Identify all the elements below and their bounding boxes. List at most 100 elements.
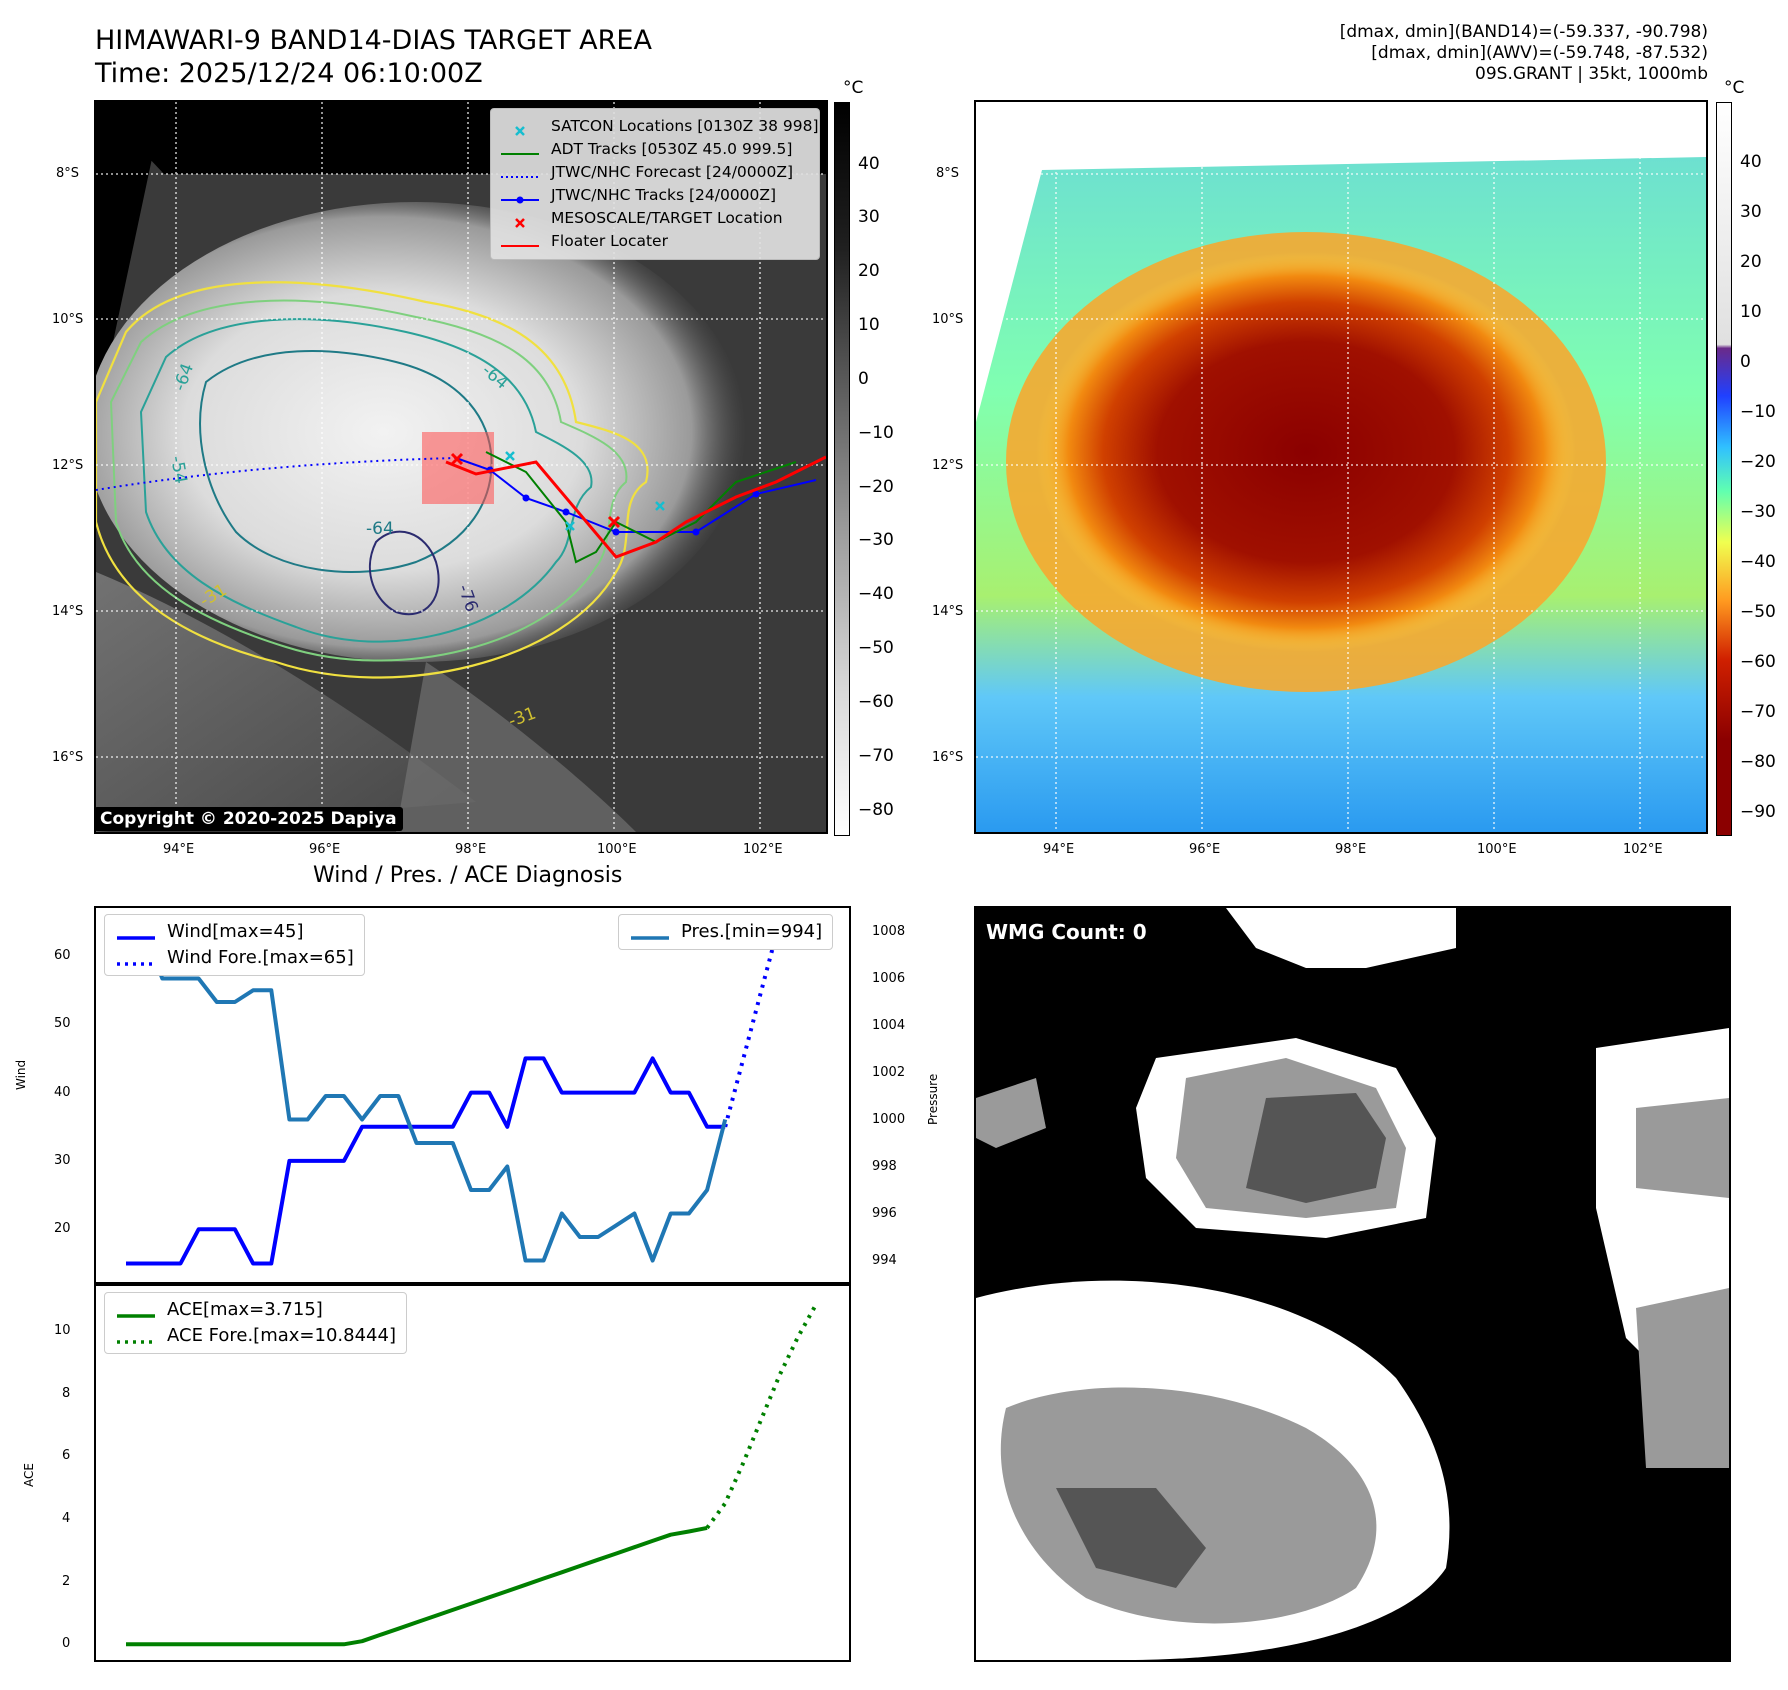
legend-entry: ACE[max=3.715] bbox=[115, 1297, 396, 1323]
wmg-dark-region bbox=[1056, 1488, 1206, 1588]
contour-minus-41 bbox=[109, 299, 628, 662]
colorbar-tick-label: 30 bbox=[858, 207, 880, 228]
wind-pressure-chart bbox=[94, 906, 851, 1286]
legend-entry: Floater Locater bbox=[499, 230, 811, 253]
x-marker-icon bbox=[499, 213, 541, 228]
y-right-tick-label: 1006 bbox=[872, 970, 906, 986]
series-line-pres- bbox=[126, 929, 728, 1263]
legend-entry: JTWC/NHC Forecast [24/0000Z] bbox=[499, 161, 811, 184]
legend-entry: Wind[max=45] bbox=[115, 919, 354, 945]
title-line-1: HIMAWARI-9 BAND14-DIAS TARGET AREA bbox=[95, 25, 652, 56]
lat-label: 8°S bbox=[936, 166, 960, 181]
line-icon bbox=[499, 236, 541, 248]
y-tick-label: 4 bbox=[62, 1511, 71, 1526]
legend-entry: ADT Tracks [0530Z 45.0 999.5] bbox=[499, 138, 811, 161]
series-line-ace bbox=[126, 1525, 708, 1647]
colorbar-tick-label: −60 bbox=[1740, 652, 1776, 672]
lon-label: 102°E bbox=[1623, 842, 1663, 857]
colorbar-tick-label: −50 bbox=[1740, 602, 1776, 622]
y-tick-label: 20 bbox=[54, 1221, 71, 1237]
colorbar-tick-label: −40 bbox=[858, 584, 894, 605]
colorbar-tick-label: −30 bbox=[1740, 502, 1776, 522]
colorbar-tick-label: −50 bbox=[858, 638, 894, 659]
jtwc-forecast-track bbox=[96, 457, 457, 491]
lon-label: 96°E bbox=[1189, 842, 1221, 857]
colorbar-tick-label: 10 bbox=[1740, 302, 1762, 322]
line-icon bbox=[115, 926, 157, 940]
mesoscale-target-marker bbox=[607, 515, 621, 529]
gridlines bbox=[976, 102, 1706, 832]
lat-label: 10°S bbox=[932, 312, 964, 327]
dotted-line-icon bbox=[115, 1330, 157, 1344]
series-line-wind-fore- bbox=[723, 919, 816, 1128]
lat-label: 16°S bbox=[52, 750, 84, 765]
y-right-tick-label: 994 bbox=[872, 1252, 897, 1268]
colorbar-tick-label: 20 bbox=[1740, 252, 1762, 272]
wmg-count-badge: WMG Count: 0 bbox=[978, 918, 1155, 946]
legend-entry: SATCON Locations [0130Z 38 998] bbox=[499, 115, 819, 138]
y-tick-label: 40 bbox=[54, 1084, 71, 1100]
figure-title: HIMAWARI-9 BAND14-DIAS TARGET AREA Time:… bbox=[95, 24, 652, 90]
y-tick-label: 0 bbox=[62, 1636, 71, 1652]
y-right-tick-label: 998 bbox=[872, 1158, 897, 1174]
lon-label: 98°E bbox=[1335, 842, 1367, 857]
y-tick-label: 60 bbox=[54, 947, 71, 963]
cyclone-cloud-mass bbox=[96, 202, 746, 662]
lon-label: 100°E bbox=[1477, 842, 1517, 857]
info-line-3: 09S.GRANT | 35kt, 1000mb bbox=[1475, 64, 1708, 84]
copyright-badge: Copyright © 2020-2025 Dapiya bbox=[94, 807, 403, 831]
colorbar-tick-label: −10 bbox=[1740, 402, 1776, 422]
mesoscale-target-marker bbox=[450, 452, 464, 466]
series-line-wind bbox=[126, 1056, 726, 1266]
legend-entry: ACE Fore.[max=10.8444] bbox=[115, 1323, 396, 1349]
colorbar-tick-label: −30 bbox=[858, 530, 894, 551]
colorbar-tick-label: 0 bbox=[858, 368, 869, 389]
colorbar-tick-label: −70 bbox=[858, 745, 894, 766]
lat-label: 14°S bbox=[52, 604, 84, 619]
wind-pressure-svg bbox=[126, 919, 816, 1266]
title-line-2: Time: 2025/12/24 06:10:00Z bbox=[95, 58, 483, 89]
x-marker-icon bbox=[499, 121, 541, 136]
satcon-locations bbox=[505, 451, 665, 531]
legend-entry: MESOSCALE/TARGET Location bbox=[499, 207, 811, 230]
y-tick-label: 8 bbox=[62, 1385, 71, 1401]
floater-locater-track bbox=[445, 455, 826, 559]
cloud-core bbox=[1036, 252, 1576, 652]
lat-label: 10°S bbox=[52, 312, 84, 327]
jtwc-track bbox=[455, 457, 817, 533]
lon-label: 94°E bbox=[1043, 842, 1075, 857]
colorbar-tick-label: −70 bbox=[1740, 702, 1776, 722]
contour-minus-54 bbox=[139, 318, 593, 643]
colorbar-tick-label: 30 bbox=[1740, 202, 1762, 222]
y-tick-label: 10 bbox=[54, 1323, 71, 1338]
colorbar-tick-label: 10 bbox=[858, 315, 880, 336]
pressure-axis-label: Pressure bbox=[926, 1073, 940, 1125]
colorbar-tick-label: −60 bbox=[858, 692, 894, 712]
contour-minus-64 bbox=[199, 350, 493, 573]
colorbar-unit: °C bbox=[843, 78, 864, 98]
colorbar-tick-label: −20 bbox=[1740, 452, 1776, 472]
y-tick-label: 50 bbox=[54, 1016, 71, 1032]
lat-label: 14°S bbox=[932, 604, 964, 619]
contour-minus-31 bbox=[96, 281, 649, 679]
ir-color-map-svg bbox=[976, 102, 1706, 832]
lat-label: 16°S bbox=[932, 750, 964, 765]
ace-svg bbox=[126, 1303, 818, 1647]
y-right-tick-label: 996 bbox=[872, 1205, 897, 1221]
ace-legend: ACE[max=3.715] ACE Fore.[max=10.8444] bbox=[104, 1292, 407, 1354]
info-line-1: [dmax, dmin](BAND14)=(-59.337, -90.798) bbox=[1339, 22, 1708, 42]
y-right-tick-label: 1008 bbox=[872, 923, 906, 939]
y-tick-label: 6 bbox=[62, 1448, 71, 1464]
colorbar-tick-label: 40 bbox=[858, 153, 880, 174]
map-legend: SATCON Locations [0130Z 38 998] ADT Trac… bbox=[490, 108, 820, 260]
lon-label: 102°E bbox=[743, 842, 783, 857]
line-icon bbox=[499, 144, 541, 156]
ir-color-map bbox=[974, 100, 1708, 834]
colorbar-tick-label: 40 bbox=[1740, 152, 1762, 172]
ace-axis-label: ACE bbox=[22, 1463, 36, 1487]
y-tick-label: 2 bbox=[62, 1573, 71, 1589]
legend-entry: Wind Fore.[max=65] bbox=[115, 945, 354, 971]
y-right-tick-label: 1002 bbox=[872, 1064, 906, 1080]
wmg-white-region bbox=[1226, 908, 1456, 968]
dmax-info: [dmax, dmin](BAND14)=(-59.337, -90.798) … bbox=[1340, 22, 1708, 85]
